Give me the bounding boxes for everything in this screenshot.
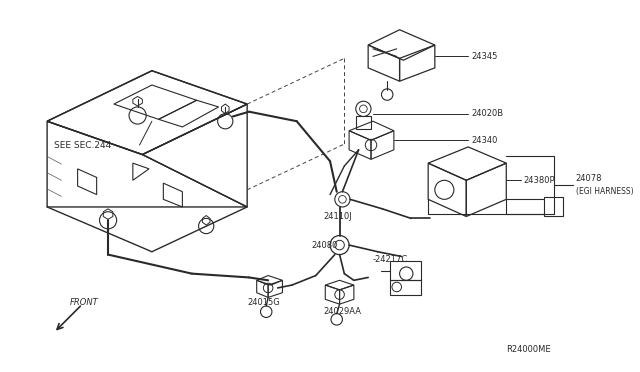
Text: SEE SEC.244: SEE SEC.244: [54, 141, 111, 150]
Text: 24029AA: 24029AA: [323, 307, 362, 316]
Text: 24015G: 24015G: [247, 298, 280, 307]
Text: 24080: 24080: [311, 241, 337, 250]
Text: -24217C: -24217C: [373, 255, 408, 264]
Text: 24078: 24078: [576, 174, 602, 183]
Text: 24380P: 24380P: [524, 176, 555, 185]
Text: 24340: 24340: [471, 136, 497, 145]
Text: 24110J: 24110J: [323, 212, 352, 221]
Text: FRONT: FRONT: [70, 298, 99, 307]
Text: 24020B: 24020B: [471, 109, 503, 118]
Text: 24345: 24345: [471, 52, 497, 61]
Text: (EGI HARNESS): (EGI HARNESS): [576, 187, 634, 196]
Text: R24000ME: R24000ME: [506, 345, 551, 355]
